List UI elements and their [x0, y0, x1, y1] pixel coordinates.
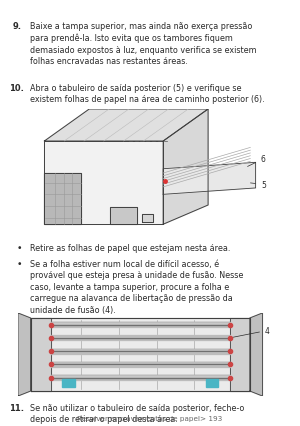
Text: 5: 5	[250, 181, 266, 190]
Text: 6: 6	[248, 155, 266, 167]
Text: 10.: 10.	[9, 84, 24, 93]
Polygon shape	[62, 380, 75, 387]
Text: Baixe a tampa superior, mas ainda não exerça pressão
para prendê-la. Isto evita : Baixe a tampa superior, mas ainda não ex…	[30, 22, 256, 66]
Polygon shape	[250, 313, 262, 396]
Polygon shape	[44, 173, 81, 225]
Polygon shape	[142, 214, 153, 222]
Polygon shape	[18, 313, 31, 396]
Text: Abra o tabuleiro de saída posterior (5) e verifique se
existem folhas de papel n: Abra o tabuleiro de saída posterior (5) …	[30, 84, 265, 104]
Text: 11.: 11.	[9, 403, 24, 412]
Polygon shape	[31, 318, 51, 391]
Polygon shape	[51, 362, 230, 367]
Text: •: •	[17, 243, 22, 253]
Polygon shape	[51, 375, 230, 380]
Polygon shape	[51, 349, 230, 354]
Polygon shape	[163, 163, 256, 195]
Text: •: •	[17, 259, 22, 268]
Text: Retire as folhas de papel que estejam nesta área.: Retire as folhas de papel que estejam ne…	[30, 243, 230, 253]
Polygon shape	[51, 322, 230, 327]
Polygon shape	[110, 207, 137, 224]
Polygon shape	[206, 380, 218, 387]
Polygon shape	[44, 142, 163, 225]
Polygon shape	[163, 110, 208, 225]
Polygon shape	[51, 336, 230, 341]
Text: 4: 4	[232, 326, 270, 337]
Text: Se não utilizar o tabuleiro de saída posterior, feche-o
depois de retirar o pape: Se não utilizar o tabuleiro de saída pos…	[30, 403, 244, 423]
Polygon shape	[44, 110, 208, 142]
Polygon shape	[230, 318, 250, 391]
Text: Resolver encravamentos de papel> 193: Resolver encravamentos de papel> 193	[77, 415, 223, 421]
Polygon shape	[31, 318, 250, 391]
Text: Se a folha estiver num local de difícil acesso, é
provável que esteja presa à un: Se a folha estiver num local de difícil …	[30, 259, 243, 314]
Text: 9.: 9.	[13, 22, 22, 31]
